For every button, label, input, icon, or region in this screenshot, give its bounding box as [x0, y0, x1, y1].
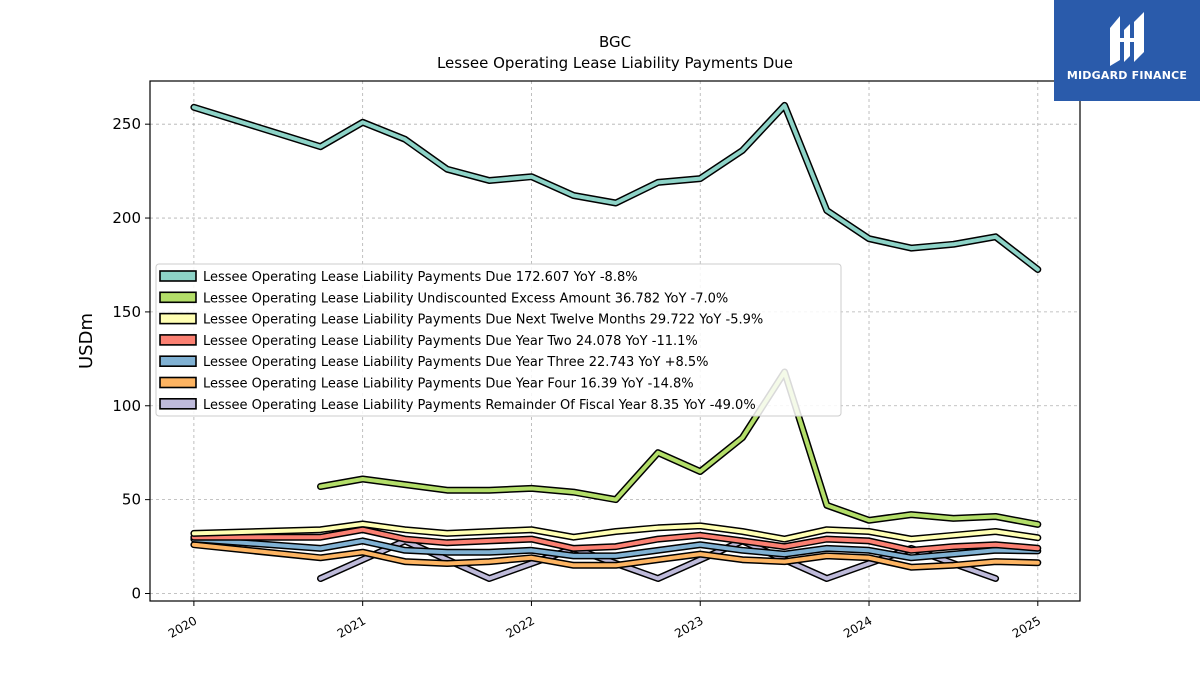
- legend-entry: Lessee Operating Lease Liability Payment…: [203, 313, 763, 328]
- legend-swatch: [159, 291, 197, 304]
- series-lines: [190, 101, 1042, 582]
- legend-entry: Lessee Operating Lease Liability Undisco…: [203, 291, 728, 306]
- legend-entry: Lessee Operating Lease Liability Payment…: [203, 398, 756, 413]
- y-tick-label: 50: [122, 491, 141, 509]
- x-tick-label: 2025: [1010, 613, 1043, 640]
- brand-logo: MIDGARD FINANCE: [1054, 0, 1200, 101]
- y-tick-label: 0: [131, 584, 141, 602]
- logo-text: MIDGARD FINANCE: [1066, 69, 1188, 82]
- legend-swatch: [159, 270, 197, 282]
- legend-entry: Lessee Operating Lease Liability Payment…: [203, 355, 709, 370]
- series-line: [318, 370, 1040, 527]
- legend-swatch: [159, 312, 197, 325]
- legend-swatch: [159, 334, 197, 346]
- x-tick-label: 2024: [841, 613, 874, 640]
- chart-title: BGC: [599, 33, 631, 51]
- x-tick-label: 2020: [166, 613, 199, 640]
- legend-swatch: [159, 376, 197, 389]
- y-tick-label: 200: [112, 209, 141, 227]
- x-tick-label: 2021: [335, 613, 368, 640]
- series-line: [191, 537, 1040, 560]
- chart-subtitle: Lessee Operating Lease Liability Payment…: [437, 54, 793, 72]
- legend-box: [155, 263, 842, 417]
- legend-entry: Lessee Operating Lease Liability Payment…: [203, 334, 698, 349]
- series-line: [191, 527, 1040, 553]
- series-line: [191, 542, 1040, 570]
- legend-entry: Lessee Operating Lease Liability Payment…: [203, 270, 638, 285]
- x-tick-label: 2022: [503, 613, 536, 640]
- legend: Lessee Operating Lease Liability Payment…: [155, 263, 842, 417]
- plot-frame: [149, 80, 1081, 602]
- y-tick-label: 150: [112, 303, 141, 321]
- x-tick-label: 2023: [672, 613, 705, 640]
- logo-mark-icon: [1110, 12, 1144, 66]
- legend-entry: Lessee Operating Lease Liability Payment…: [203, 377, 694, 392]
- legend-swatch: [159, 397, 197, 410]
- series-outline: [190, 101, 1042, 273]
- y-tick-label: 250: [112, 115, 141, 133]
- y-tick-label: 100: [112, 397, 141, 415]
- series-line: [191, 103, 1040, 272]
- y-axis-label: USDm: [76, 313, 97, 369]
- series-line: [191, 522, 1040, 542]
- legend-swatch: [159, 355, 197, 368]
